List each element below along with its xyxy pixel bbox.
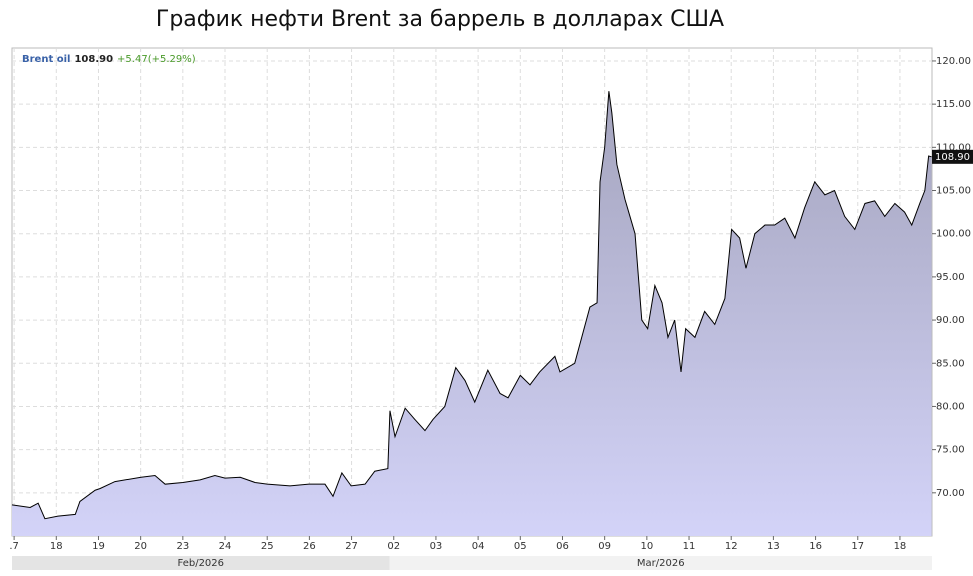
x-tick-label: 06 (556, 541, 569, 552)
x-tick-label: 19 (92, 541, 105, 552)
legend-change: +5.47(+5.29%) (117, 54, 196, 65)
x-tick-label: 03 (430, 541, 443, 552)
month-band (12, 556, 390, 570)
y-tick-label: 75.00 (936, 445, 965, 456)
x-tick-label: 04 (472, 541, 485, 552)
legend-name: Brent oil (22, 54, 70, 65)
x-tick-label: 02 (387, 541, 400, 552)
x-tick-label: 25 (261, 541, 274, 552)
month-band (389, 556, 933, 570)
x-tick-label: 24 (219, 541, 232, 552)
y-tick-label: 85.00 (936, 358, 965, 369)
price-marker (932, 149, 973, 164)
legend-price: 108.90 (74, 54, 113, 65)
month-label: Feb/2026 (178, 558, 225, 569)
x-tick-label: 16 (809, 541, 822, 552)
y-tick-label: 120.00 (936, 56, 971, 67)
x-tick-label: 26 (303, 541, 316, 552)
area (12, 91, 932, 536)
price-marker-label: 108.90 (935, 152, 970, 163)
x-tick-label: 20 (134, 541, 147, 552)
x-tick-label: 13 (767, 541, 780, 552)
x-tick-label: .7 (9, 541, 19, 552)
y-tick-label: 70.00 (936, 488, 965, 499)
y-tick-label: 95.00 (936, 272, 965, 283)
x-tick-label: 12 (725, 541, 738, 552)
y-tick-label: 105.00 (936, 186, 971, 197)
x-tick-label: 27 (345, 541, 358, 552)
x-tick-label: 18 (894, 541, 907, 552)
x-tick-label: 18 (50, 541, 63, 552)
y-tick-label: 90.00 (936, 315, 965, 326)
x-tick-label: 10 (640, 541, 653, 552)
y-tick-label: 80.00 (936, 401, 965, 412)
x-tick-label: 23 (176, 541, 189, 552)
x-tick-label: 17 (851, 541, 864, 552)
legend: Brent oil 108.90 +5.47(+5.29%) (22, 54, 196, 65)
x-tick-label: 05 (514, 541, 527, 552)
month-label: Mar/2026 (637, 558, 685, 569)
line (11, 91, 932, 520)
chart-title: График нефти Brent за баррель в долларах… (156, 7, 724, 32)
y-tick-label: 115.00 (936, 99, 971, 110)
y-tick-label: 110.00 (936, 142, 971, 153)
x-tick-label: 11 (683, 541, 696, 552)
x-tick-label: 09 (598, 541, 611, 552)
y-tick-label: 100.00 (936, 229, 971, 240)
